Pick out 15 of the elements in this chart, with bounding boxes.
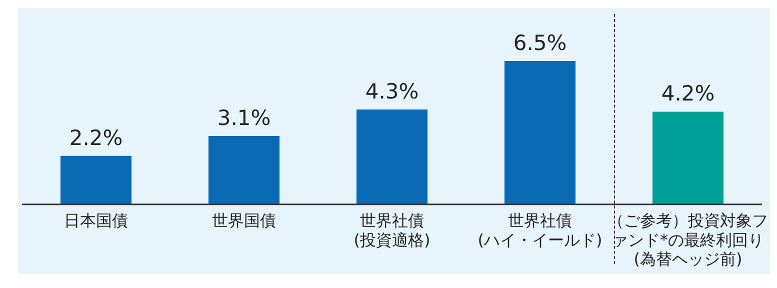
bar	[652, 112, 724, 204]
data-label: 3.1%	[217, 106, 271, 130]
x-tick-label: 世界社債(投資適格)	[354, 211, 430, 250]
bar	[504, 61, 576, 204]
data-label: 2.2%	[69, 126, 123, 150]
x-tick-label: 日本国債	[64, 211, 128, 230]
x-tick-label: 世界国債	[212, 211, 276, 230]
bar	[208, 136, 280, 204]
data-label: 4.2%	[661, 82, 715, 106]
bar	[60, 156, 132, 204]
bar	[356, 110, 428, 204]
x-tick-label: 世界社債(ハイ・イールド)	[478, 211, 602, 250]
data-label: 4.3%	[365, 80, 419, 104]
data-label: 6.5%	[513, 30, 567, 55]
x-tick-label: （ご参考）投資対象ファンド*の最終利回り(為替ヘッジ前)	[608, 211, 768, 269]
